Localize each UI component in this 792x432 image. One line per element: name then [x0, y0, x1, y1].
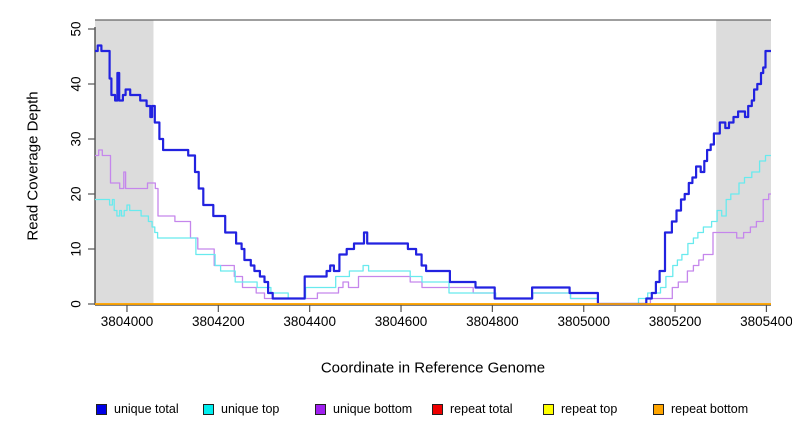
legend-label: repeat top	[561, 402, 618, 416]
x-tick-label: 3805000	[557, 314, 610, 329]
legend-item-repeat-top: repeat top	[543, 397, 617, 421]
legend-item-repeat-total: repeat total	[432, 397, 513, 421]
legend-swatch-unique-total	[96, 403, 107, 415]
x-tick-label: 3805200	[649, 314, 702, 329]
legend-item-unique-top: unique top	[203, 397, 279, 421]
x-tick-label: 3804800	[466, 314, 519, 329]
y-tick-label: 0	[69, 300, 84, 308]
legend-label: unique bottom	[333, 402, 413, 416]
legend-swatch-repeat-total	[432, 403, 443, 415]
legend-label: repeat total	[450, 402, 513, 416]
legend-label: repeat bottom	[671, 402, 749, 416]
legend: unique total unique top unique bottom repea…	[0, 397, 792, 421]
y-tick-label: 10	[69, 241, 84, 256]
y-axis-title: Read Coverage Depth	[24, 91, 42, 241]
x-tick-label: 3804200	[192, 314, 245, 329]
legend-item-unique-bottom: unique bottom	[315, 397, 412, 421]
y-tick-label: 20	[69, 186, 84, 201]
series-unique-bottom	[95, 149, 771, 305]
right-shaded-region	[716, 20, 771, 304]
left-shaded-region	[95, 20, 154, 304]
legend-item-unique-total: unique total	[96, 397, 179, 421]
y-tick-label: 40	[69, 76, 84, 91]
x-axis-title: Coordinate in Reference Genome	[320, 359, 546, 377]
legend-label: unique total	[114, 402, 179, 416]
legend-swatch-repeat-bottom	[653, 403, 664, 415]
series-unique-top	[95, 154, 771, 305]
legend-swatch-unique-bottom	[315, 403, 326, 415]
series-unique-total	[95, 44, 771, 306]
x-tick-label: 3804000	[101, 314, 154, 329]
legend-label: unique top	[221, 402, 280, 416]
x-tick-label: 3805400	[740, 314, 792, 329]
y-tick-label: 30	[69, 131, 84, 146]
legend-swatch-unique-top	[203, 403, 214, 415]
y-tick-label: 50	[69, 21, 84, 36]
legend-swatch-repeat-top	[543, 403, 554, 415]
x-tick-label: 3804600	[375, 314, 428, 329]
x-tick-label: 3804400	[283, 314, 336, 329]
legend-item-repeat-bottom: repeat bottom	[653, 397, 748, 421]
